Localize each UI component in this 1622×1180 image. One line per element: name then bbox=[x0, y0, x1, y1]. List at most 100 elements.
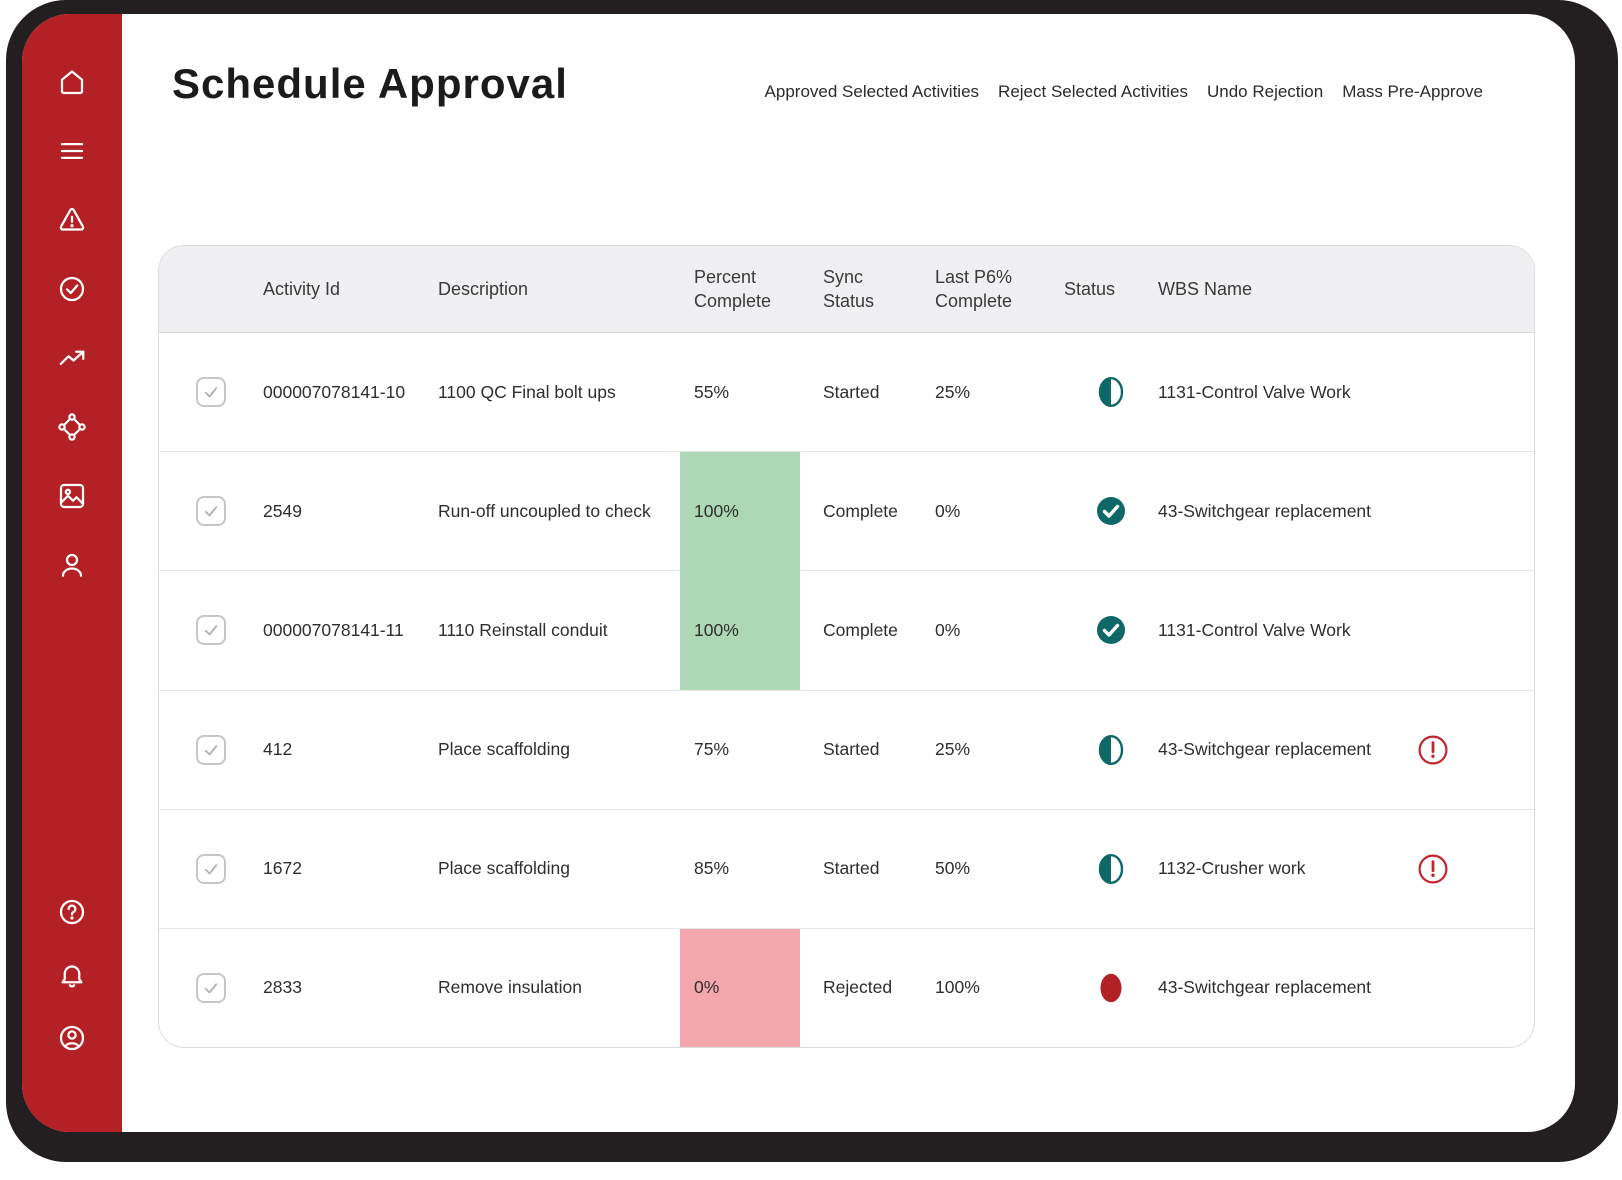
status-in-progress-icon bbox=[1098, 853, 1124, 884]
activity-id-cell: 1672 bbox=[263, 858, 302, 879]
description-cell: 1100 QC Final bolt ups bbox=[438, 381, 616, 402]
last-p6-complete-cell: 25% bbox=[935, 381, 971, 402]
image-icon bbox=[59, 483, 85, 509]
activity-id-cell: 000007078141-11 bbox=[263, 619, 404, 640]
activity-id-cell: 412 bbox=[263, 739, 293, 760]
sidebar-item-account[interactable] bbox=[56, 1022, 88, 1054]
sync-status-cell: Rejected bbox=[823, 977, 893, 998]
last-p6-complete-cell: 0% bbox=[935, 500, 961, 521]
description-cell: Remove insulation bbox=[438, 977, 582, 998]
table-row[interactable]: 2833 Remove insulation 0% Rejected 100% … bbox=[159, 927, 1534, 1047]
check-circle-icon bbox=[59, 276, 85, 302]
status-rejected-icon bbox=[1100, 973, 1122, 1003]
undo-rejection-button[interactable]: Undo Rejection bbox=[1206, 82, 1324, 101]
row-warning-button[interactable] bbox=[1417, 853, 1449, 885]
help-icon bbox=[59, 899, 85, 925]
sync-status-cell: Complete bbox=[823, 500, 898, 521]
sidebar-item-bell[interactable] bbox=[56, 959, 88, 991]
description-cell: Run-off uncoupled to check bbox=[438, 500, 651, 521]
description-cell: Place scaffolding bbox=[438, 858, 570, 879]
wbs-name-cell: 43-Switchgear replacement bbox=[1158, 739, 1372, 760]
activity-id-cell: 000007078141-10 bbox=[263, 381, 406, 402]
percent-highlight bbox=[680, 928, 800, 1047]
warning-icon bbox=[1418, 854, 1448, 884]
sidebar-item-home[interactable] bbox=[56, 66, 88, 98]
status-complete-icon bbox=[1097, 497, 1125, 526]
menu-icon bbox=[60, 143, 84, 159]
row-checkbox[interactable] bbox=[196, 972, 226, 1003]
table-header-row: Activity Id Description Percent Complete… bbox=[159, 246, 1534, 333]
last-p6-complete-cell: 0% bbox=[935, 619, 961, 640]
column-header-wbs-name: WBS Name bbox=[1158, 278, 1253, 299]
row-warning-button[interactable] bbox=[1417, 734, 1449, 766]
sidebar-item-image[interactable] bbox=[56, 480, 88, 512]
table-row[interactable]: 1672 Place scaffolding 85% Started 50% 1… bbox=[159, 808, 1534, 928]
sync-status-cell: Started bbox=[823, 858, 880, 879]
sidebar-top-group bbox=[56, 66, 88, 581]
percent-highlight bbox=[680, 570, 800, 690]
sidebar-item-menu[interactable] bbox=[56, 135, 88, 167]
column-header-percent-complete: Percent Complete bbox=[694, 266, 772, 311]
sidebar-item-network[interactable] bbox=[56, 411, 88, 443]
column-header-status: Status bbox=[1064, 278, 1116, 299]
table-row[interactable]: 000007078141-10 1100 QC Final bolt ups 5… bbox=[159, 333, 1534, 451]
status-in-progress-icon bbox=[1098, 734, 1124, 765]
sidebar bbox=[22, 14, 122, 1132]
last-p6-complete-cell: 100% bbox=[935, 977, 980, 998]
alert-triangle-icon bbox=[59, 208, 85, 231]
description-cell: Place scaffolding bbox=[438, 739, 570, 760]
wbs-name-cell: 1132-Crusher work bbox=[1158, 858, 1306, 879]
wbs-name-cell: 1131-Control Valve Work bbox=[1158, 619, 1351, 640]
percent-complete-cell: 55% bbox=[680, 333, 800, 451]
sidebar-item-user[interactable] bbox=[56, 549, 88, 581]
row-checkbox[interactable] bbox=[196, 377, 226, 408]
table-row[interactable]: 2549 Run-off uncoupled to check 100% Com… bbox=[159, 451, 1534, 571]
trending-up-icon bbox=[59, 350, 85, 366]
column-header-activity-id: Activity Id bbox=[263, 278, 341, 299]
last-p6-complete-cell: 50% bbox=[935, 858, 971, 879]
column-header-description: Description bbox=[438, 278, 529, 299]
row-checkbox[interactable] bbox=[196, 496, 226, 527]
account-icon bbox=[59, 1025, 85, 1051]
home-icon bbox=[60, 70, 84, 95]
warning-icon bbox=[1418, 735, 1448, 765]
activity-id-cell: 2833 bbox=[263, 977, 302, 998]
app-window: Schedule Approval Approved Selected Acti… bbox=[22, 14, 1575, 1132]
sync-status-cell: Started bbox=[823, 381, 880, 402]
activity-id-cell: 2549 bbox=[263, 500, 302, 521]
sidebar-item-help[interactable] bbox=[56, 896, 88, 928]
reject-selected-button[interactable]: Reject Selected Activities bbox=[998, 82, 1188, 101]
network-icon bbox=[58, 413, 86, 441]
column-header-last-p6-complete: Last P6% Complete bbox=[935, 266, 1013, 311]
table-row[interactable]: 412 Place scaffolding 75% Started 25% 43… bbox=[159, 689, 1534, 809]
status-in-progress-icon bbox=[1098, 377, 1124, 408]
sidebar-item-check-circle[interactable] bbox=[56, 273, 88, 305]
sync-status-cell: Started bbox=[823, 739, 880, 760]
row-checkbox[interactable] bbox=[196, 853, 226, 884]
mass-pre-approve-button[interactable]: Mass Pre-Approve bbox=[1342, 82, 1483, 101]
description-cell: 1110 Reinstall conduit bbox=[438, 619, 608, 640]
wbs-name-cell: 43-Switchgear replacement bbox=[1158, 500, 1372, 521]
sidebar-item-alert-triangle[interactable] bbox=[56, 204, 88, 236]
percent-complete-cell: 100% bbox=[680, 452, 800, 571]
table-row[interactable]: 000007078141-11 1110 Reinstall conduit 1… bbox=[159, 570, 1534, 690]
table-body: 000007078141-10 1100 QC Final bolt ups 5… bbox=[159, 333, 1534, 1047]
percent-complete-cell: 75% bbox=[680, 691, 800, 809]
toolbar-actions: Approved Selected Activities Reject Sele… bbox=[765, 82, 1483, 102]
sidebar-item-trending-up[interactable] bbox=[56, 342, 88, 374]
sidebar-bottom-group bbox=[56, 896, 88, 1054]
user-icon bbox=[61, 553, 83, 577]
percent-complete-cell: 85% bbox=[680, 810, 800, 928]
wbs-name-cell: 43-Switchgear replacement bbox=[1158, 977, 1372, 998]
wbs-name-cell: 1131-Control Valve Work bbox=[1158, 381, 1351, 402]
sync-status-cell: Complete bbox=[823, 619, 898, 640]
row-checkbox[interactable] bbox=[196, 615, 226, 646]
percent-complete-cell: 100% bbox=[680, 570, 800, 690]
column-header-sync-status: Sync Status bbox=[823, 266, 875, 311]
bell-icon bbox=[61, 965, 83, 988]
approve-selected-button[interactable]: Approved Selected Activities bbox=[764, 82, 980, 101]
percent-complete-cell: 0% bbox=[680, 928, 800, 1047]
row-checkbox[interactable] bbox=[196, 734, 226, 765]
page-title: Schedule Approval bbox=[172, 60, 568, 107]
last-p6-complete-cell: 25% bbox=[935, 739, 971, 760]
